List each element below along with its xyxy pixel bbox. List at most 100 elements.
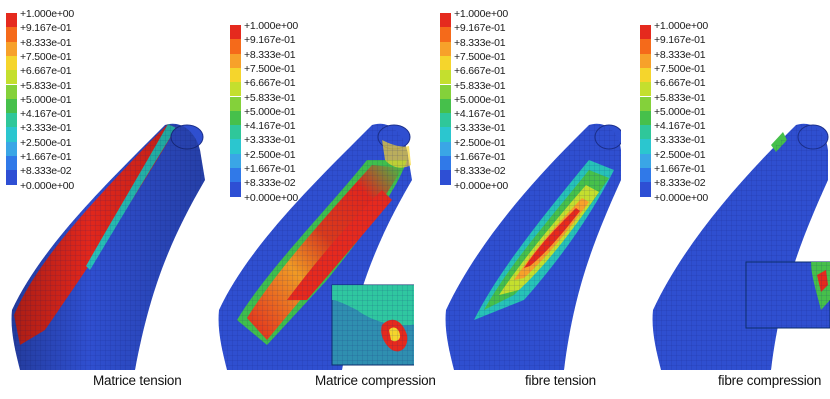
- legend-label: +1.667e-01: [654, 163, 706, 175]
- legend-swatch: [230, 139, 241, 154]
- legend-entry: +1.000e+00: [440, 8, 532, 28]
- legend-entry: +8.333e-02: [440, 165, 532, 185]
- legend-swatch: [230, 53, 241, 68]
- legend-entry: +5.000e-01: [640, 105, 732, 126]
- legend-swatch: [230, 153, 241, 168]
- legend-label: +7.500e-01: [454, 50, 506, 63]
- legend-label: +9.167e-01: [20, 22, 72, 35]
- legend-entry: +8.333e-01: [440, 37, 532, 56]
- legend-entry: +3.333e-01: [640, 134, 732, 154]
- legend-entry: +5.833e-01: [640, 91, 732, 111]
- legend-entry: +6.667e-01: [230, 77, 322, 97]
- legend-swatch: [6, 27, 17, 42]
- legend-label: +7.500e-01: [654, 62, 706, 75]
- legend-entry: +8.333e-01: [640, 48, 732, 68]
- legend-swatch: [6, 41, 17, 56]
- legend-swatch: [640, 53, 651, 68]
- legend-entry: +9.167e-01: [440, 22, 532, 42]
- legend-label: +1.667e-01: [244, 163, 296, 175]
- panel-matrice-tension: +1.000e+00 +9.167e-01 +8.333e-01 +7.500e-01…: [0, 0, 207, 399]
- legend-swatch: [6, 13, 17, 28]
- legend-label: +2.500e-01: [454, 136, 506, 149]
- legend-entry: +6.667e-01: [440, 65, 532, 85]
- legend-label: +5.000e-01: [20, 93, 72, 106]
- legend-label: +3.333e-01: [654, 134, 706, 147]
- legend-swatch: [640, 125, 651, 140]
- legend-label: +1.000e+00: [454, 8, 509, 20]
- legend-entry: +1.000e+00: [230, 20, 322, 40]
- panel-caption: fibre compression: [718, 373, 822, 388]
- legend-label: +2.500e-01: [244, 148, 296, 161]
- legend-swatch: [440, 55, 451, 71]
- legend-entry: +8.333e-01: [230, 48, 322, 68]
- legend-label: +7.500e-01: [20, 50, 72, 63]
- legend-swatch: [230, 82, 241, 97]
- legend-label: +4.167e-01: [454, 108, 506, 121]
- legend-label: +4.167e-01: [244, 120, 296, 133]
- legend-entry: +2.500e-01: [640, 148, 732, 168]
- legend-entry: +0.000e+00: [230, 192, 322, 206]
- legend-swatch: [230, 25, 241, 40]
- legend-entry: +8.333e-02: [640, 177, 732, 197]
- legend-swatch: [6, 84, 17, 99]
- legend-entry: +0.000e+00: [6, 180, 98, 194]
- legend-entry: +7.500e-01: [230, 62, 322, 83]
- legend-entry: +7.500e-01: [6, 50, 98, 71]
- legend-entry: +5.000e-01: [440, 93, 532, 114]
- legend-label: +5.000e-01: [454, 93, 506, 106]
- pipe-contour-plot: [652, 123, 830, 370]
- legend-entry: +5.000e-01: [230, 106, 322, 126]
- legend-label: +8.333e-02: [654, 177, 706, 190]
- legend-swatch: [230, 39, 241, 54]
- legend-swatch: [440, 27, 451, 42]
- pipe-contour-plot: [445, 123, 621, 370]
- legend-entry: +5.833e-01: [230, 91, 322, 111]
- legend-label: +5.833e-01: [654, 91, 706, 104]
- legend-label: +1.000e+00: [20, 8, 75, 20]
- legend-label: +1.000e+00: [244, 20, 299, 32]
- legend-swatch: [230, 110, 241, 126]
- legend-label: +2.500e-01: [20, 136, 72, 149]
- legend-entry: +2.500e-01: [440, 136, 532, 156]
- legend-swatch: [6, 55, 17, 71]
- legend-entry: +5.833e-01: [6, 80, 98, 99]
- legend-label: +3.333e-01: [454, 122, 506, 135]
- legend-swatch: [640, 25, 651, 40]
- legend-entry: +1.000e+00: [640, 20, 732, 40]
- legend-entry: +0.000e+00: [440, 180, 532, 194]
- legend-entry: +3.333e-01: [440, 122, 532, 142]
- legend-entry: +9.167e-01: [230, 34, 322, 54]
- legend-swatch: [6, 70, 17, 85]
- legend-swatch: [230, 168, 241, 183]
- legend-label: +9.167e-01: [654, 34, 706, 47]
- legend-swatch: [6, 127, 17, 142]
- legend-entry: +5.000e-01: [6, 93, 98, 114]
- legend-swatch: [440, 41, 451, 56]
- legend-label: +2.500e-01: [654, 148, 706, 161]
- legend-label: +1.667e-01: [454, 151, 506, 163]
- legend-label: +5.000e-01: [654, 105, 706, 118]
- legend-entry: +9.167e-01: [640, 34, 732, 54]
- legend-label: +6.667e-01: [454, 65, 506, 78]
- legend-label: +8.333e-01: [654, 48, 706, 61]
- legend-label: +8.333e-01: [244, 48, 296, 61]
- legend-entry: +8.333e-02: [6, 165, 98, 185]
- legend-entry: +4.167e-01: [440, 108, 532, 128]
- legend-entry: +1.667e-01: [6, 151, 98, 171]
- legend-label: +5.833e-01: [244, 91, 296, 104]
- legend-swatch: [230, 96, 241, 111]
- legend-label: +4.167e-01: [654, 120, 706, 133]
- panel-caption: Matrice tension: [93, 373, 182, 388]
- legend-entry: +1.667e-01: [440, 151, 532, 171]
- panel-fibre-compression: +1.000e+00 +9.167e-01 +8.333e-01 +7.500e-01…: [621, 0, 830, 399]
- legend-label: +8.333e-02: [454, 165, 506, 178]
- legend-label: +0.000e+00: [20, 179, 75, 192]
- zoom-inset: [745, 261, 830, 329]
- legend-swatch: [440, 141, 451, 156]
- legend-entry: +4.167e-01: [640, 120, 732, 140]
- legend-entry: +7.500e-01: [440, 50, 532, 71]
- legend-label: +7.500e-01: [244, 62, 296, 75]
- legend-swatch: [230, 67, 241, 83]
- legend-swatch: [440, 113, 451, 128]
- legend-swatch: [230, 125, 241, 140]
